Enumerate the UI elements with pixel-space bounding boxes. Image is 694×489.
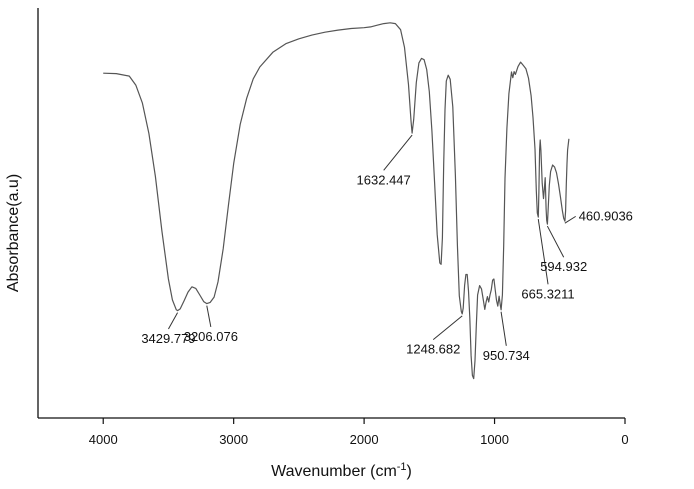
x-tick-label: 3000 xyxy=(219,432,248,447)
peak-leader-line xyxy=(432,315,463,341)
peak-leader-line xyxy=(564,215,576,224)
x-tick-label: 4000 xyxy=(89,432,118,447)
x-tick-label: 0 xyxy=(621,432,628,447)
series-layer xyxy=(103,22,570,380)
x-axis-title-superscript: -1 xyxy=(397,461,407,473)
peak-label: 3206.076 xyxy=(184,329,238,344)
peak-leader-line xyxy=(168,312,179,330)
axes xyxy=(37,8,625,419)
peak-leader-line xyxy=(383,134,413,171)
peak-leader-line xyxy=(206,305,212,328)
x-axis-title-close: ) xyxy=(407,463,412,480)
peak-label: 950.734 xyxy=(483,348,530,363)
peak-label: 665.3211 xyxy=(521,286,574,301)
peak-leader-line xyxy=(500,311,507,346)
y-axis-title: Absorbance(a.u) xyxy=(5,174,22,292)
x-tick-label: 1000 xyxy=(480,432,509,447)
peak-label: 1248.682 xyxy=(406,342,460,357)
x-ticks: 4000 3000 2000 1000 0 xyxy=(89,418,629,447)
x-tick-label: 2000 xyxy=(350,432,379,447)
peak-label: 3429.779 xyxy=(141,331,195,346)
peak-label: 460.9036 xyxy=(579,208,633,223)
peak-leader-line xyxy=(546,225,565,258)
peak-label: 1632.447 xyxy=(357,172,411,187)
peak-label: 594.932 xyxy=(540,259,587,274)
x-axis-title: Wavenumber (cm-1) xyxy=(271,461,412,480)
spectrum-line xyxy=(103,22,570,380)
peak-leader-line xyxy=(537,219,549,285)
x-axis-title-main: Wavenumber (cm xyxy=(271,463,397,480)
